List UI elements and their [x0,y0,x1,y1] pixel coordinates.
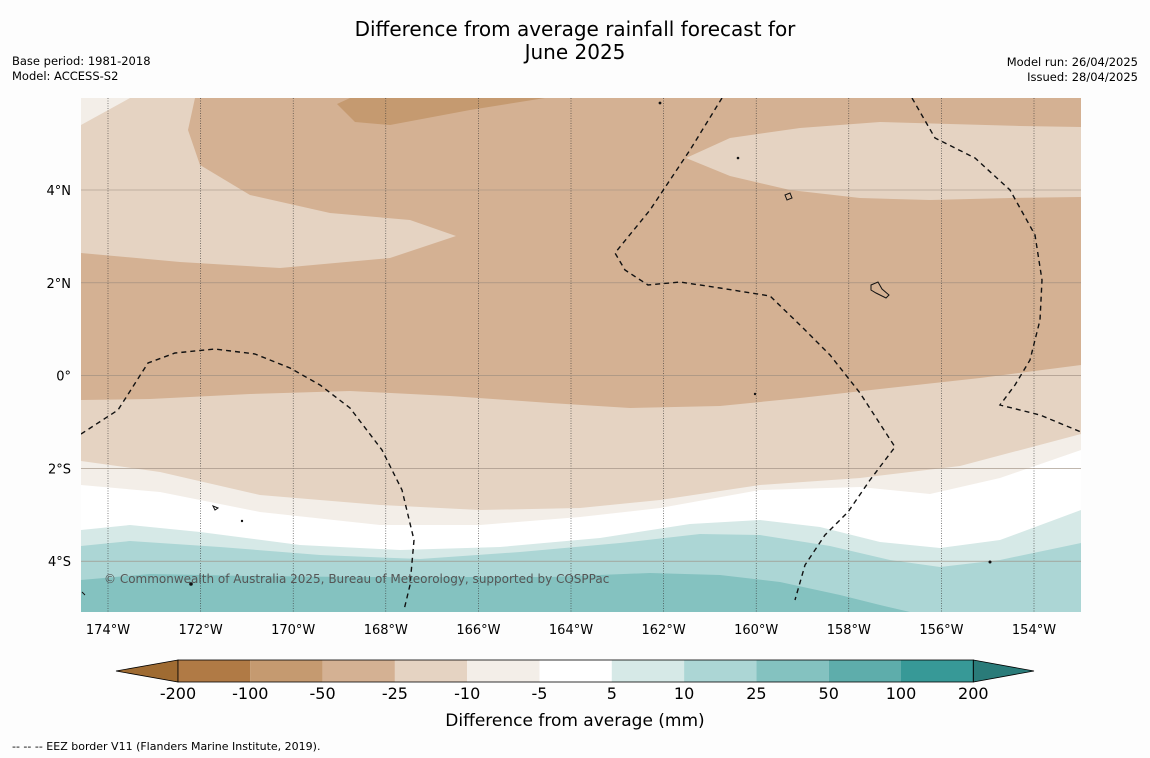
band-plus25-plus50 [81,573,910,612]
colorbar-tick-label: -5 [532,684,548,703]
colorbar-extend-low [115,659,179,683]
lon-label: 174°W [86,623,130,638]
region-upper-right-light [686,122,1081,200]
island-1 [784,192,793,201]
islands [81,101,992,596]
lon-label: 170°W [271,623,315,638]
island-7 [753,392,757,396]
lon-label: 168°W [364,623,408,638]
lon-label: 166°W [456,623,500,638]
base-period-info: Base period: 1981-2018 Model: ACCESS-S2 [12,54,151,84]
colorbar-segment [756,660,829,682]
colorbar-segment [684,660,757,682]
colorbar-segment [539,660,612,682]
colorbar-tick-label: 25 [746,684,766,703]
model-run: Model run: 26/04/2025 [1006,55,1138,69]
map-title: Difference from average rainfall forecas… [0,18,1150,64]
lon-label: 156°W [919,623,963,638]
graticule [81,98,1081,612]
colorbar-tick-label: 10 [674,684,694,703]
lat-label: 4°N [47,184,72,199]
region-top-dark [337,98,545,125]
island-10 [81,591,86,596]
colorbar-tick-label: 5 [607,684,617,703]
colorbar-segment [394,660,468,682]
colorbar-tick-label: 200 [958,684,989,703]
colorbar-segment [901,660,974,682]
lat-label: 4°S [48,555,71,570]
colorbar-label: Difference from average (mm) [445,711,704,731]
island-8 [240,519,244,523]
colorbar-tick-label: -10 [454,684,480,703]
colorbar-tick-label: -25 [382,684,408,703]
lon-label: 162°W [642,623,686,638]
issued-date: Issued: 28/04/2025 [1027,70,1138,84]
title-line-1: Difference from average rainfall forecas… [354,17,796,41]
colorbar [115,659,1035,683]
eez-borders [81,98,1081,611]
region-upper-left-light [81,98,456,268]
colorbar-segment [178,660,251,682]
colorbar-tick-label: -50 [310,684,336,703]
island-5 [658,101,662,105]
colorbar-outline [177,659,974,683]
region-corner-light [81,98,130,125]
title-line-2: June 2025 [524,40,626,64]
eez-border-east [911,98,1081,433]
lon-label: 164°W [549,623,593,638]
island-6 [736,156,740,160]
lat-label: 2°N [47,277,72,292]
lon-label: 172°W [179,623,223,638]
eez-border-central [614,98,896,601]
eez-footnote: -- -- -- EEZ border V11 (Flanders Marine… [12,740,321,753]
lat-label: 2°S [48,462,71,477]
lon-label: 160°W [734,623,778,638]
lon-label: 154°W [1012,623,1056,638]
island-4 [189,582,193,586]
island-3 [211,505,220,511]
colorbar-segment [467,660,540,682]
latitude-labels: 4°N 2°N 0° 2°S 4°S [47,184,72,570]
colorbar-segment [828,660,901,682]
colorbar-tick-label: 50 [819,684,839,703]
colorbar-tick-label: -100 [232,684,268,703]
lat-label: 0° [56,370,71,385]
map-plot-area: © Commonwealth of Australia 2025, Bureau… [81,98,1081,612]
island-9 [988,560,992,564]
model-name: Model: ACCESS-S2 [12,69,119,83]
colorbar-segment [250,660,323,682]
lon-label: 158°W [827,623,871,638]
base-period: Base period: 1981-2018 [12,54,151,68]
colorbar-tick-label: -200 [160,684,196,703]
colorbar-segment [322,660,395,682]
colorbar-extend-high [972,659,1035,683]
island-2 [870,281,890,299]
colorbar-tick-label: 100 [886,684,917,703]
colorbar-segment [611,660,685,682]
longitude-labels: 174°W 172°W 170°W 168°W 166°W 164°W 162°W 160°W… [86,623,1056,638]
eez-border-west [81,348,415,611]
run-info: Model run: 26/04/2025 Issued: 28/04/2025 [1007,55,1138,85]
colorbar-tick-labels: -200 -100 -50 -25 -10 -5 5 10 25 50 100 200 [160,684,989,703]
copyright-text: © Commonwealth of Australia 2025, Bureau… [104,572,609,586]
